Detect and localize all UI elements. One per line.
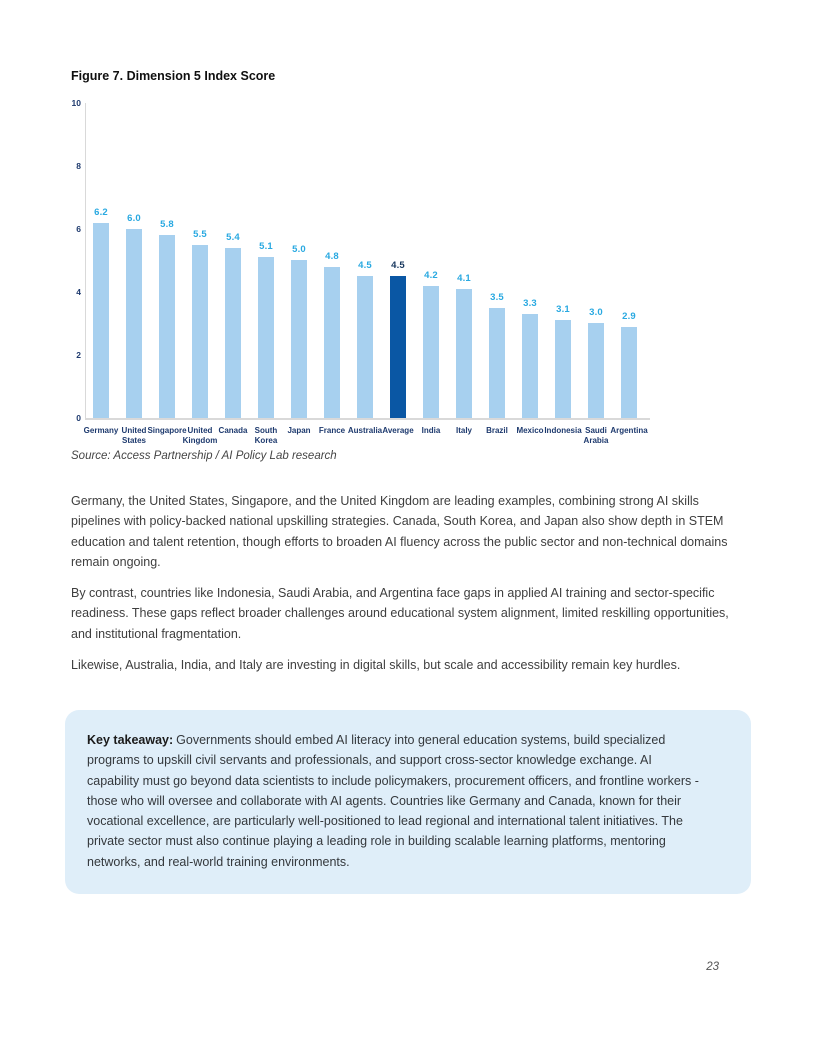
- bar-value-label: 5.4: [226, 232, 240, 243]
- x-axis-category-label: Italy: [455, 426, 472, 435]
- bar-value-label: 5.1: [259, 241, 273, 252]
- bar-value-label: 4.5: [391, 260, 405, 271]
- x-axis-category-label: Japan: [287, 426, 311, 435]
- bar: [621, 327, 637, 418]
- y-axis-tick-label: 2: [76, 350, 81, 360]
- bar-value-label: 6.0: [127, 213, 141, 224]
- x-axis-category-label: United Kingdom: [182, 426, 218, 446]
- x-axis-category-label: United States: [121, 426, 147, 446]
- y-axis-line: [85, 103, 86, 419]
- bar-value-label: 3.5: [490, 292, 504, 303]
- x-axis-category-label: Mexico: [516, 426, 544, 435]
- bar: [324, 267, 340, 418]
- bar: [390, 276, 406, 418]
- x-axis-category-label: Australia: [347, 426, 383, 435]
- bar: [225, 248, 241, 418]
- x-axis-category-label: Brazil: [486, 426, 508, 435]
- bar-value-label: 5.8: [160, 219, 174, 230]
- key-takeaway-label: Key takeaway:: [87, 733, 174, 747]
- bar: [357, 276, 373, 418]
- x-axis-category-label: Argentina: [610, 426, 648, 435]
- bar: [192, 245, 208, 418]
- bar: [489, 308, 505, 418]
- y-axis-tick-label: 10: [71, 98, 81, 108]
- key-takeaway-box: Key takeaway: Governments should embed AI…: [65, 710, 751, 894]
- page-number: 23: [706, 961, 719, 973]
- x-axis-line: [85, 418, 650, 420]
- source-caption: Source: Access Partnership / AI Policy L…: [71, 450, 337, 462]
- bar-value-label: 3.1: [556, 304, 570, 315]
- body-text: Germany, the United States, Singapore, a…: [71, 491, 749, 686]
- bar: [555, 320, 571, 418]
- bar-value-label: 6.2: [94, 207, 108, 218]
- bar: [126, 229, 142, 418]
- paragraph-1: Germany, the United States, Singapore, a…: [71, 494, 728, 569]
- figure-title: Figure 7. Dimension 5 Index Score: [71, 69, 276, 83]
- bar: [93, 223, 109, 418]
- bar: [456, 289, 472, 418]
- bar-chart: 0 2 4 6 8 10 6.2 Germany 6.0 United States 5.8 Sing…: [65, 95, 680, 447]
- x-axis-category-label: Germany: [83, 426, 119, 435]
- bar: [159, 235, 175, 418]
- x-axis-category-label: Canada: [218, 426, 248, 435]
- bar-value-label: 5.0: [292, 244, 306, 255]
- bar-value-label: 4.8: [325, 251, 339, 262]
- x-axis-category-label: Average: [382, 426, 414, 435]
- paragraph-2: By contrast, countries like Indonesia, S…: [71, 586, 729, 641]
- bar: [258, 257, 274, 418]
- bar: [291, 260, 307, 418]
- bar-value-label: 3.0: [589, 307, 603, 318]
- bar: [588, 323, 604, 418]
- bar-value-label: 4.2: [424, 270, 438, 281]
- y-axis-tick-label: 0: [76, 413, 81, 423]
- x-axis-category-label: Saudi Arabia: [583, 426, 609, 446]
- x-axis-category-label: South Korea: [254, 426, 278, 446]
- bar-value-label: 4.5: [358, 260, 372, 271]
- x-axis-category-label: Indonesia: [544, 426, 582, 435]
- bar: [423, 286, 439, 418]
- y-axis-tick-label: 4: [76, 287, 81, 297]
- x-axis-category-label: India: [421, 426, 441, 435]
- key-takeaway-text: Governments should embed AI literacy int…: [87, 733, 699, 869]
- bar-value-label: 3.3: [523, 298, 537, 309]
- bar-value-label: 5.5: [193, 229, 207, 240]
- x-axis-category-label: France: [318, 426, 346, 435]
- bar-value-label: 4.1: [457, 273, 471, 284]
- bar-value-label: 2.9: [622, 311, 636, 322]
- paragraph-3: Likewise, Australia, India, and Italy ar…: [71, 657, 681, 672]
- bar: [522, 314, 538, 418]
- y-axis-tick-label: 8: [76, 161, 81, 171]
- y-axis-tick-label: 6: [76, 224, 81, 234]
- x-axis-category-label: Singapore: [147, 426, 187, 435]
